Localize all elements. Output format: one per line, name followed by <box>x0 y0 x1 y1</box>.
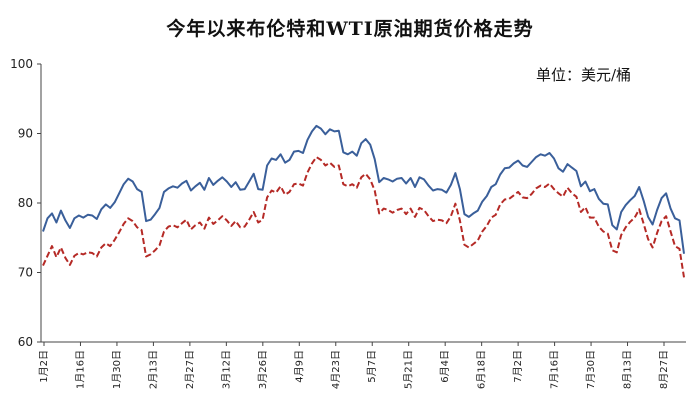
y-tick-label: 70 <box>18 266 33 280</box>
y-tick-label: 90 <box>18 127 33 141</box>
x-tick-label: 2月27日 <box>184 350 196 389</box>
y-tick-label: 100 <box>10 57 33 71</box>
wti-line <box>42 156 685 278</box>
x-tick-label: 2月13日 <box>147 350 159 389</box>
y-tick-label: 60 <box>18 335 33 349</box>
series-layer <box>42 124 685 278</box>
x-axis-ticks: 1月2日 1月16日 1月30日 2月13日 2月27日 3月12日 3月26日 4月9日 4月… <box>38 342 670 389</box>
x-tick-label: 1月16日 <box>74 350 86 389</box>
x-tick-label: 4月9日 <box>293 350 305 383</box>
x-tick-label: 8月27日 <box>658 350 670 389</box>
x-tick-label: 1月30日 <box>111 350 123 389</box>
x-tick-label: 1月2日 <box>38 350 50 383</box>
y-axis-ticks: 60 70 80 90 100 <box>10 57 41 349</box>
y-tick-label: 80 <box>18 196 33 210</box>
x-tick-label: 5月21日 <box>403 350 415 389</box>
chart-title: 今年以来布伦特和WTI原油期货价格走势 <box>166 18 534 40</box>
x-tick-label: 3月26日 <box>257 350 269 389</box>
x-tick-label: 8月13日 <box>622 350 634 389</box>
x-tick-label: 7月30日 <box>585 350 597 389</box>
brent-line <box>42 124 685 254</box>
x-tick-label: 3月12日 <box>220 350 232 389</box>
x-tick-label: 5月7日 <box>366 350 378 383</box>
x-tick-label: 4月23日 <box>330 350 342 389</box>
x-tick-label: 6月4日 <box>439 350 451 383</box>
x-tick-label: 7月2日 <box>512 350 524 383</box>
x-tick-label: 7月16日 <box>549 350 561 389</box>
x-tick-label: 6月18日 <box>476 350 488 389</box>
unit-label: 单位：美元/桶 <box>536 66 632 84</box>
